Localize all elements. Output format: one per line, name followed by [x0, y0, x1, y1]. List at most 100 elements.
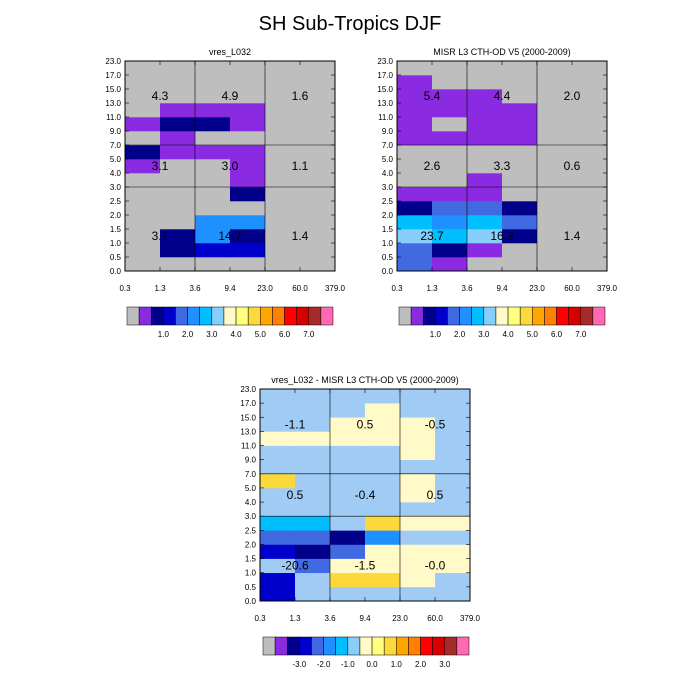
heatmap-cell [265, 103, 301, 118]
y-tick-label: 1.0 [382, 239, 394, 248]
heatmap-cell [432, 243, 468, 258]
y-tick-label: 17.0 [377, 71, 393, 80]
heatmap-cell [125, 201, 161, 216]
y-tick-label: 7.0 [110, 141, 122, 150]
heatmap-cell [265, 187, 301, 202]
colorbar-label: 1.0 [391, 660, 403, 669]
heatmap-cell [260, 459, 296, 475]
heatmap-cell [125, 229, 161, 244]
heatmap-cell [230, 103, 266, 118]
heatmap-cell [260, 487, 296, 503]
heatmap-cell [572, 173, 608, 188]
colorbar-swatch [396, 636, 409, 656]
heatmap-cell [195, 131, 231, 146]
heatmap-cell [260, 389, 296, 404]
heatmap-cell [467, 131, 503, 146]
heatmap-cell [537, 257, 573, 272]
heatmap-cell [572, 215, 608, 230]
colorbar-swatch [383, 636, 397, 656]
colorbar-swatch [320, 306, 334, 326]
heatmap-cell [467, 187, 503, 202]
y-tick-label: 2.0 [110, 211, 122, 220]
box-value-label: 1.6 [292, 89, 309, 103]
y-tick-label: 17.0 [105, 71, 121, 80]
heatmap-cell [467, 103, 503, 118]
heatmap-cell [300, 145, 336, 160]
heatmap-cell [537, 61, 573, 76]
heatmap-cell [295, 459, 331, 475]
heatmap-cell [467, 61, 503, 76]
figure-title: SH Sub-Tropics DJF [259, 13, 442, 35]
colorbar-swatch [150, 306, 164, 326]
y-tick-label: 23.0 [240, 385, 256, 394]
box-value-label: 3.1 [152, 229, 169, 243]
colorbar-label: 4.0 [230, 330, 242, 339]
y-tick-label: 3.0 [110, 183, 122, 192]
heatmap-cell [432, 75, 468, 90]
heatmap-cell [432, 61, 468, 76]
y-tick-label: 11.0 [378, 113, 394, 122]
heatmap-cell [330, 431, 366, 446]
heatmap-cell [467, 159, 503, 174]
heatmap-cell [300, 229, 336, 244]
box-value-label: 3.1 [152, 159, 169, 173]
heatmap-cell [230, 187, 266, 202]
heatmap-cell [230, 201, 266, 216]
x-tick-label: 60.0 [427, 614, 443, 623]
y-tick-label: 0.0 [382, 267, 394, 276]
heatmap-cell [160, 89, 196, 104]
heatmap-cell [572, 145, 608, 160]
colorbar-swatch [308, 306, 322, 326]
heatmap-cell [330, 459, 366, 475]
colorbar-swatch [456, 636, 470, 656]
colorbar-swatch [347, 636, 361, 656]
heatmap-cell [300, 131, 336, 146]
heatmap-cell [435, 417, 471, 432]
y-tick-label: 2.0 [245, 540, 257, 549]
y-tick-label: 11.0 [106, 113, 122, 122]
y-tick-label: 0.5 [382, 253, 394, 262]
heatmap-cell [300, 173, 336, 188]
heatmap-cell [230, 145, 266, 160]
y-tick-label: 11.0 [241, 442, 257, 451]
heatmap-cell [432, 89, 468, 104]
heatmap-cell [365, 445, 401, 460]
heatmap-cell [435, 389, 471, 404]
heatmap-cell [435, 502, 471, 517]
colorbar-swatch [459, 306, 472, 326]
box-value-label: 4.3 [152, 89, 169, 103]
heatmap-cell [300, 89, 336, 104]
x-tick-label: 60.0 [292, 284, 308, 293]
heatmap-cell [467, 215, 503, 230]
heatmap-cell [265, 89, 301, 104]
colorbar-label: 3.0 [439, 660, 451, 669]
colorbar-swatch [447, 306, 460, 326]
heatmap-cell [260, 473, 296, 489]
heatmap-cell [502, 145, 538, 160]
heatmap-cell [397, 75, 433, 90]
x-tick-label: 3.6 [189, 284, 201, 293]
colorbar-swatch [592, 306, 606, 326]
colorbar-swatch [532, 306, 545, 326]
heatmap-cell [400, 516, 436, 531]
heatmap-cell [397, 243, 433, 258]
heatmap-cell [195, 215, 231, 230]
colorbar-swatch [432, 636, 446, 656]
heatmap-cell [502, 159, 538, 174]
heatmap-cell [195, 187, 231, 202]
heatmap-cell [435, 544, 471, 559]
colorbar-label: -3.0 [292, 660, 306, 669]
heatmap-cell [365, 544, 401, 559]
heatmap-cell [265, 243, 301, 258]
box-value-label: -1.1 [285, 417, 306, 431]
colorbar-swatch [556, 306, 569, 326]
heatmap-cell [260, 530, 296, 545]
heatmap-cell [435, 516, 471, 531]
heatmap-cell [467, 257, 503, 272]
y-tick-label: 2.5 [382, 197, 394, 206]
y-tick-label: 13.0 [240, 427, 256, 436]
heatmap-cell [295, 530, 331, 545]
heatmap-cell [195, 257, 231, 272]
y-tick-label: 4.0 [382, 169, 394, 178]
heatmap-cell [300, 103, 336, 118]
